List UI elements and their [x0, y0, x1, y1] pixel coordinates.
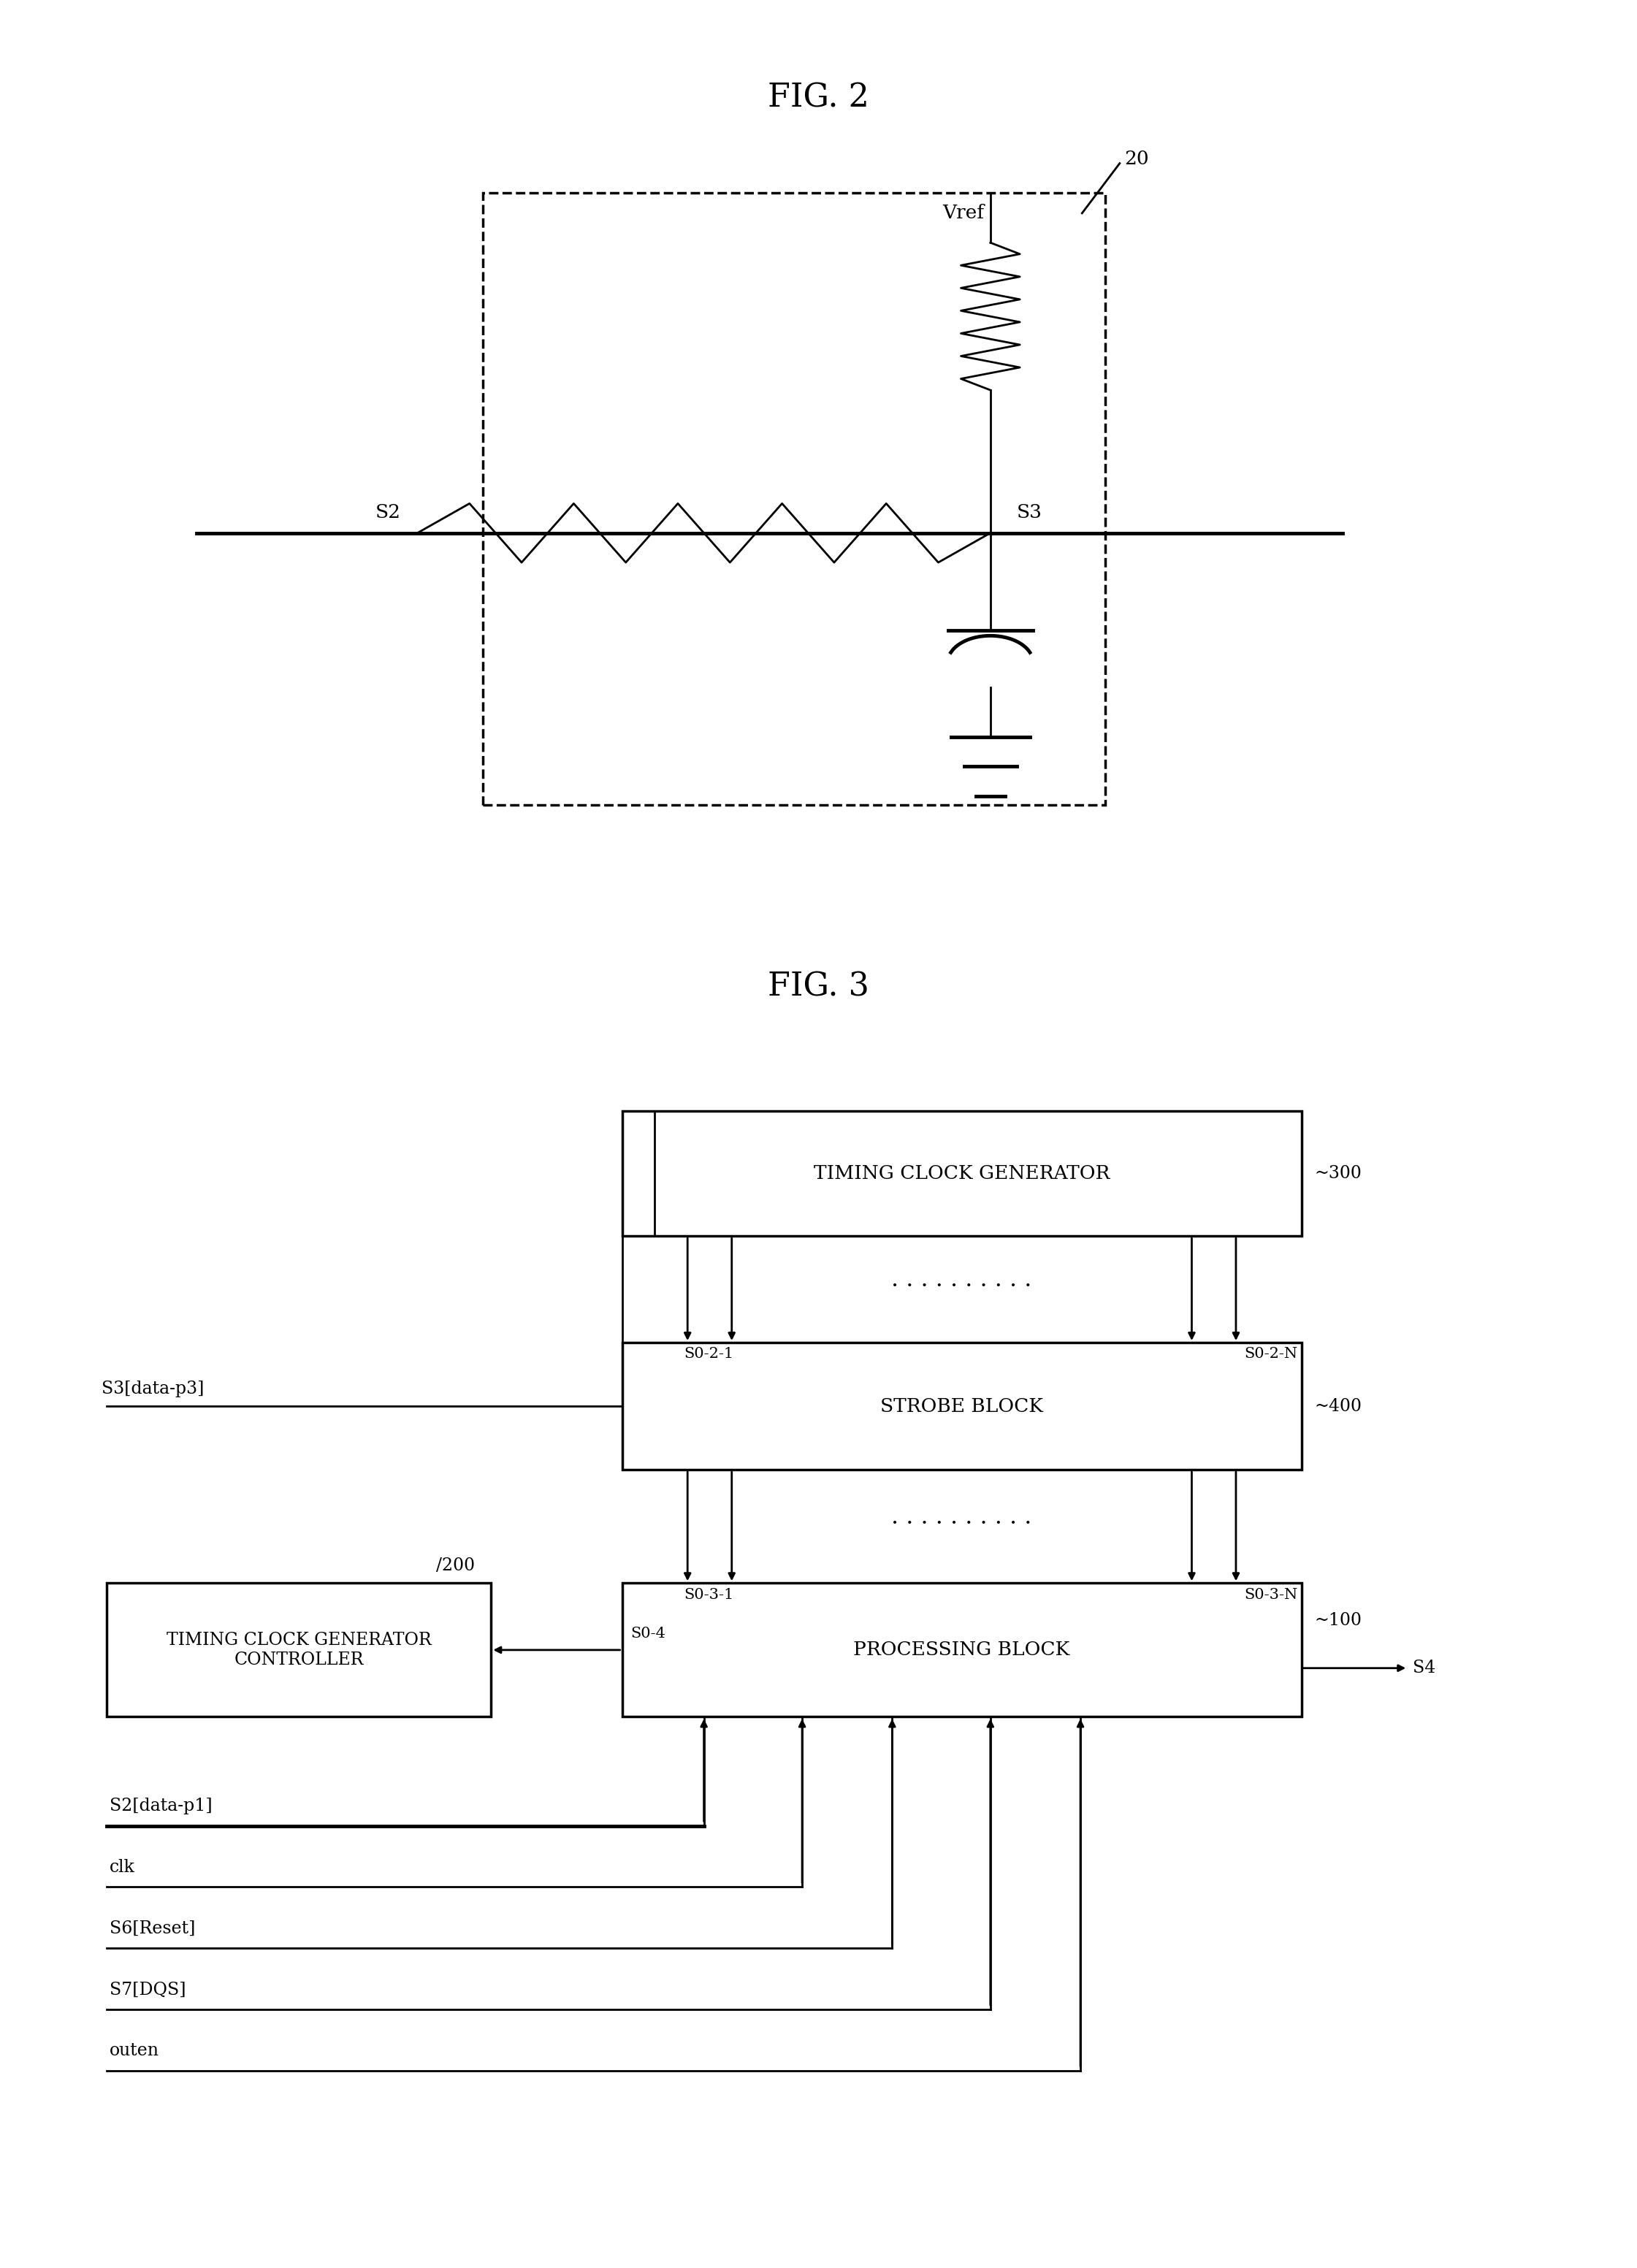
Text: S0-2-1: S0-2-1 [684, 1347, 733, 1361]
Text: FIG. 3: FIG. 3 [768, 971, 869, 1002]
Text: ~300: ~300 [1315, 1166, 1362, 1182]
Text: . . . . . . . . . .: . . . . . . . . . . [892, 1270, 1031, 1290]
Text: 20: 20 [1125, 150, 1149, 168]
Text: Vref: Vref [943, 204, 984, 222]
Text: PROCESSING BLOCK: PROCESSING BLOCK [853, 1640, 1071, 1660]
Text: ~100: ~100 [1315, 1613, 1362, 1628]
Text: S0-2-N: S0-2-N [1244, 1347, 1298, 1361]
Text: S2[data-p1]: S2[data-p1] [110, 1799, 213, 1814]
Text: S0-4: S0-4 [630, 1626, 665, 1642]
Text: TIMING CLOCK GENERATOR
CONTROLLER: TIMING CLOCK GENERATOR CONTROLLER [167, 1633, 431, 1667]
Text: FIG. 2: FIG. 2 [768, 82, 869, 113]
Text: S7[DQS]: S7[DQS] [110, 1982, 187, 1998]
Text: S0-3-1: S0-3-1 [684, 1588, 735, 1601]
Text: S4: S4 [1413, 1660, 1436, 1676]
Text: outen: outen [110, 2043, 159, 2059]
Text: S0-3-N: S0-3-N [1244, 1588, 1298, 1601]
Text: STROBE BLOCK: STROBE BLOCK [881, 1397, 1043, 1415]
Text: ~400: ~400 [1315, 1397, 1362, 1415]
Text: TIMING CLOCK GENERATOR: TIMING CLOCK GENERATOR [814, 1163, 1110, 1184]
Text: S6[Reset]: S6[Reset] [110, 1921, 195, 1937]
Text: /200: /200 [435, 1558, 475, 1574]
Text: S2: S2 [375, 503, 401, 522]
Text: S3: S3 [1017, 503, 1043, 522]
Text: clk: clk [110, 1860, 136, 1876]
Text: S3[data-p3]: S3[data-p3] [101, 1381, 205, 1397]
Text: . . . . . . . . . .: . . . . . . . . . . [892, 1506, 1031, 1529]
